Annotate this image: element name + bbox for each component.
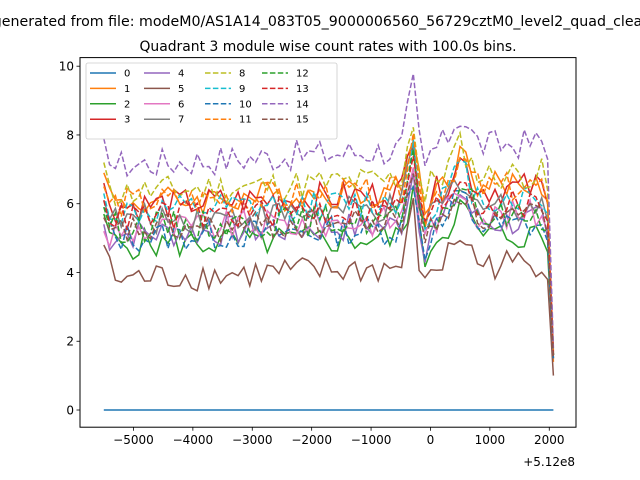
legend-label: 9 — [239, 84, 245, 95]
series-line-14 — [103, 73, 555, 349]
series-line-7 — [103, 143, 555, 359]
legend-label: 7 — [178, 115, 184, 126]
legend-label: 8 — [239, 69, 245, 80]
legend-label: 11 — [239, 115, 252, 126]
axes-frame — [79, 57, 577, 428]
x-tick-label: −2000 — [291, 433, 332, 447]
y-axis: 0 2 4 6 8 10 — [59, 59, 80, 417]
y-tick-label: 6 — [66, 197, 74, 211]
y-tick-label: 10 — [59, 59, 74, 73]
legend-label: 13 — [296, 84, 309, 95]
y-tick-label: 0 — [66, 403, 74, 417]
legend-label: 5 — [178, 84, 184, 95]
x-tick-label: −4000 — [173, 433, 214, 447]
legend-label: 12 — [296, 69, 309, 80]
legend-label: 6 — [178, 99, 184, 110]
suptitle: Plot generated from file: modeM0/AS1A14_… — [0, 14, 640, 30]
x-tick-label: −3000 — [232, 433, 273, 447]
series-line-15 — [103, 173, 555, 359]
series-line-6 — [103, 167, 555, 359]
x-tick-label: 2000 — [534, 433, 565, 447]
series-line-13 — [103, 156, 555, 356]
y-tick-label: 4 — [66, 266, 74, 280]
x-axis: −5000 −4000 −3000 −2000 −1000 0 1000 2000 — [113, 427, 565, 447]
plot-area — [103, 73, 555, 411]
legend-label: 15 — [296, 115, 309, 126]
series-line-5 — [103, 198, 555, 376]
series-line-11 — [103, 133, 555, 356]
y-tick-label: 8 — [66, 128, 74, 142]
y-tick-label: 2 — [66, 335, 74, 349]
legend-label: 0 — [124, 69, 130, 80]
x-offset-label: +5.12e8 — [523, 455, 575, 469]
legend-label: 2 — [124, 99, 130, 110]
legend-label: 1 — [124, 84, 130, 95]
x-tick-label: −1000 — [351, 433, 392, 447]
chart-title: Quadrant 3 module wise count rates with … — [139, 39, 516, 55]
x-tick-label: −5000 — [113, 433, 154, 447]
legend-label: 14 — [296, 99, 309, 110]
legend-label: 4 — [178, 69, 184, 80]
x-tick-label: 1000 — [475, 433, 506, 447]
legend-label: 10 — [239, 99, 252, 110]
legend-frame — [85, 62, 338, 140]
series-line-8 — [103, 127, 555, 352]
legend-label: 3 — [124, 115, 130, 126]
series-line-10 — [103, 185, 555, 359]
x-tick-label: 0 — [427, 433, 435, 447]
